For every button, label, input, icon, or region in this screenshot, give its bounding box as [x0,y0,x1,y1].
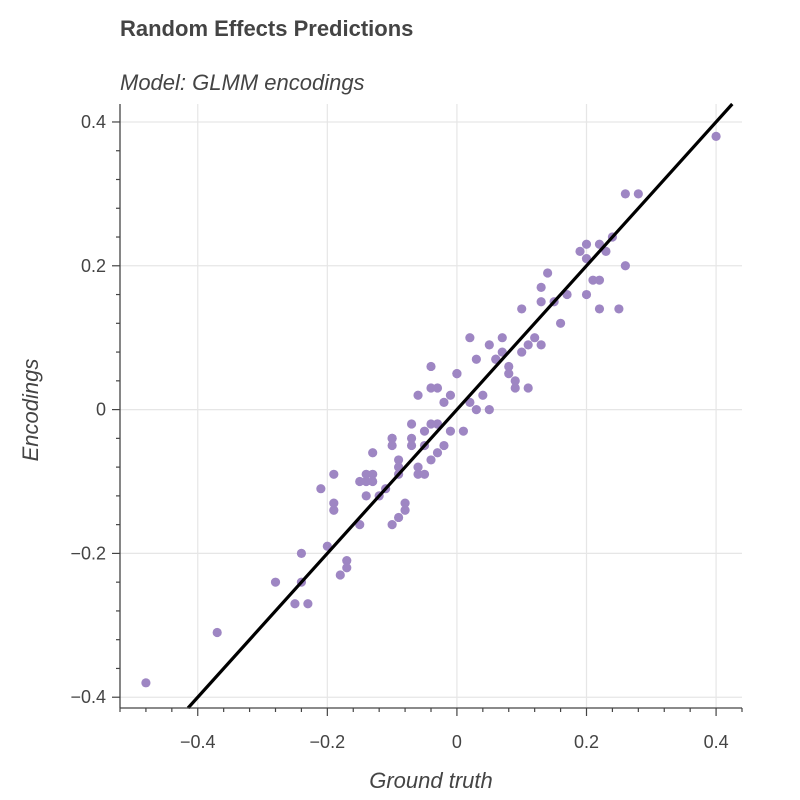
data-point [303,599,313,609]
data-point [400,498,410,508]
data-point [394,512,404,523]
data-point [426,419,436,429]
data-point [471,404,481,415]
data-point [432,448,443,458]
data-point [445,426,456,436]
data-point [536,297,546,307]
data-point [523,383,533,393]
data-point [510,383,520,393]
data-point [510,376,520,386]
data-point [517,304,527,314]
data-point [342,563,352,573]
data-point [316,484,326,494]
data-point [614,304,624,314]
data-point [290,599,300,609]
data-point [329,498,339,508]
data-point [594,275,605,285]
y-tick-label: 0.4 [81,112,106,132]
data-point [633,189,643,199]
data-point [406,419,417,429]
data-point [355,476,365,487]
data-point [445,390,456,400]
data-point [406,433,417,443]
data-point [543,268,553,278]
data-point [368,448,378,458]
data-point [212,627,222,638]
x-tick-label: 0.2 [574,732,599,752]
data-point [452,369,462,379]
data-point [465,333,475,343]
data-point [517,347,527,357]
data-point [413,462,423,472]
x-tick-label: 0 [452,732,462,752]
data-point [296,548,307,559]
fit-line-group [186,102,734,710]
data-point [581,239,592,249]
data-point [504,369,514,379]
data-point [504,361,514,372]
y-tick-label: 0 [96,400,106,420]
data-point [471,354,481,364]
data-point [484,404,494,415]
data-point [329,505,339,515]
data-point [387,440,397,451]
data-point [400,505,410,515]
data-point [406,440,417,451]
data-point [419,426,430,436]
data-point [530,333,540,343]
data-point [394,455,404,465]
data-point [270,577,281,587]
data-point [426,361,436,372]
data-point [387,520,397,530]
y-tick-label: −0.4 [70,687,106,707]
chart-title: Random Effects Predictions [120,16,414,41]
data-point [575,246,585,257]
data-point [361,476,371,487]
data-point [497,333,507,343]
grid [120,104,742,708]
data-point [361,469,371,479]
data-point [439,397,449,408]
data-point [458,426,468,436]
data-point [141,678,151,688]
data-point [536,340,546,350]
data-point [335,570,345,580]
data-point [620,189,630,199]
fit-line [186,102,734,710]
data-point [413,469,423,479]
x-axis-label: Ground truth [369,768,493,793]
data-point [594,304,605,314]
data-point [426,455,436,465]
data-point [329,469,339,479]
data-point [361,491,371,501]
x-tick-label: −0.2 [310,732,346,752]
data-point [555,318,566,328]
y-tick-label: 0.2 [81,256,106,276]
data-point [419,469,430,479]
data-point [368,469,378,479]
data-point [439,440,449,451]
data-point [484,340,494,350]
data-point [368,476,378,487]
data-point [536,282,546,292]
data-point [478,390,488,400]
data-point [620,261,630,271]
data-point [387,433,397,443]
data-point [523,340,533,350]
data-point [413,390,423,400]
x-tick-label: −0.4 [180,732,216,752]
data-point [432,383,443,393]
y-tick-label: −0.2 [70,543,106,563]
y-axis-label: Encodings [18,359,43,462]
x-tick-label: 0.4 [704,732,729,752]
chart-subtitle: Model: GLMM encodings [120,70,365,95]
data-point [342,555,352,566]
data-point [426,383,436,393]
data-point [711,131,721,141]
data-point [588,275,598,285]
axes: −0.4 −0.2 0 0.2 0.4 −0.4 −0.2 0 0.2 0.4 [70,104,743,752]
data-point [581,289,592,300]
